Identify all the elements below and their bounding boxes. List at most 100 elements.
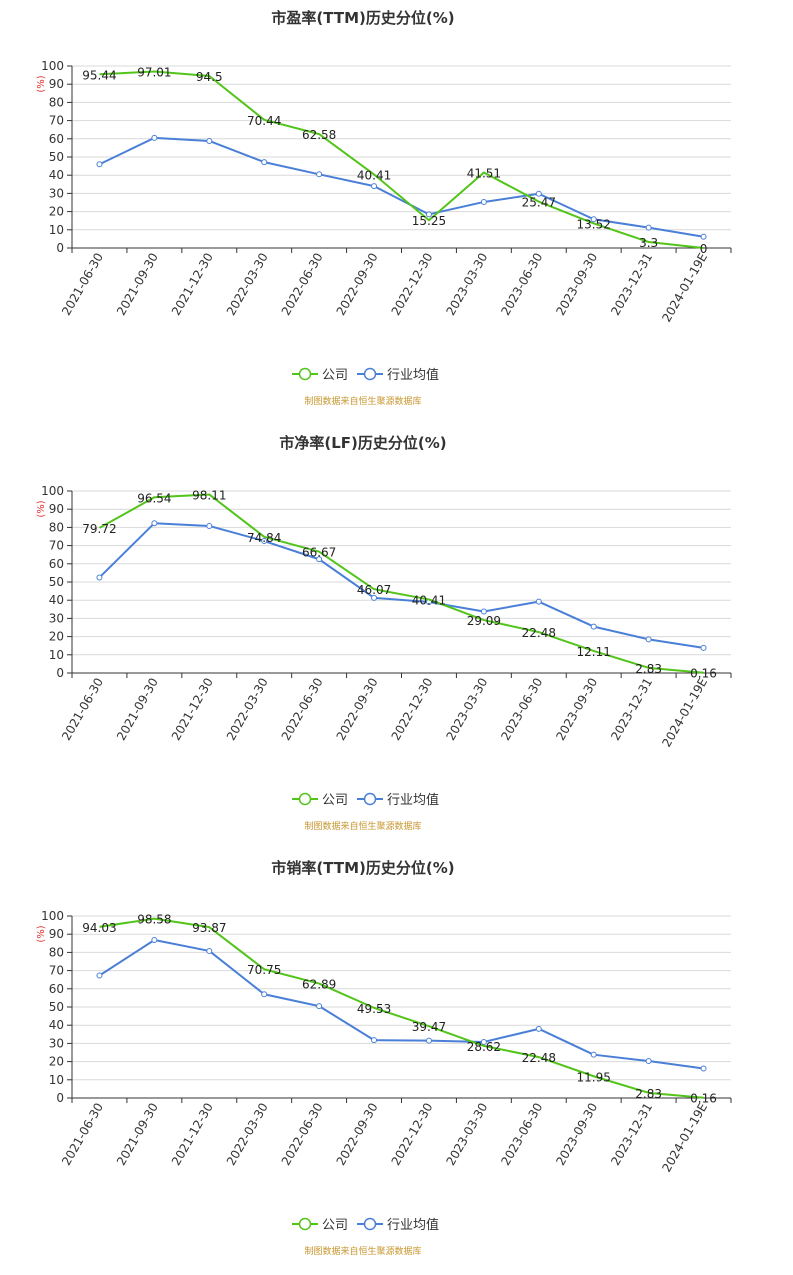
x-tick-label: 2022-12-30: [389, 1101, 436, 1168]
industry-point: [371, 1037, 378, 1044]
legend-item-company[interactable]: 公司: [292, 792, 348, 808]
x-tick-label: 2021-09-30: [114, 1101, 161, 1168]
x-tick-label: 2022-03-30: [224, 676, 271, 743]
y-tick-label: 30: [49, 1036, 64, 1050]
legend-label-industry: 行业均值: [387, 792, 439, 808]
y-tick-label: 90: [49, 927, 64, 941]
company-data-label: 0: [700, 242, 708, 256]
industry-point: [480, 1038, 487, 1045]
legend-item-company[interactable]: 公司: [292, 1217, 348, 1233]
y-tick-label: 40: [49, 168, 64, 182]
legend-marker-company: [298, 367, 312, 381]
industry-point: [700, 644, 707, 651]
x-tick-label: 2023-09-30: [553, 251, 600, 318]
industry-point: [151, 520, 158, 527]
y-tick-label: 60: [49, 982, 64, 996]
x-tick-label: 2021-12-30: [169, 1101, 216, 1168]
company-data-label: 98.11: [192, 488, 226, 502]
company-data-label: 74.84: [247, 531, 281, 545]
legend-marker-industry: [363, 367, 377, 381]
industry-point: [151, 134, 158, 141]
industry-point: [535, 598, 542, 605]
company-series-line: [98, 493, 704, 674]
x-tick-label: 2021-06-30: [59, 251, 106, 318]
industry-point: [206, 947, 213, 954]
pe-ttm-chart: 市盈率(TTM)历史分位(%) (%) 0 10 20 30 40 50 60 70 80 90 1…: [36, 9, 732, 407]
industry-point: [535, 190, 542, 197]
industry-point: [261, 991, 268, 998]
industry-point: [96, 161, 103, 168]
legend-item-industry[interactable]: 行业均值: [357, 367, 439, 383]
company-data-label: 94.5: [196, 70, 223, 84]
company-series-line: [99, 917, 704, 1099]
y-tick-label: 80: [49, 95, 64, 109]
industry-point: [590, 216, 597, 223]
industry-point: [645, 1058, 652, 1065]
industry-point: [96, 972, 103, 979]
y-tick-label: 100: [41, 59, 64, 73]
legend: 公司 行业均值: [292, 367, 439, 383]
company-data-label: 12.11: [577, 645, 611, 659]
company-data-label: 2.83: [635, 1087, 662, 1101]
industry-point: [535, 1025, 542, 1032]
pe-ttm-chart-panel: 市盈率(TTM)历史分位(%) (%) 0 10 20 30 40 50 60 70 80 90 1…: [0, 0, 793, 425]
industry-point: [316, 171, 323, 178]
y-tick-label: 90: [49, 77, 64, 91]
company-data-label: 49.53: [357, 1002, 391, 1016]
y-tick-label: 10: [49, 223, 64, 237]
y-tick-label: 20: [49, 205, 64, 219]
y-tick-label: 70: [49, 964, 64, 978]
legend-marker-industry: [363, 1217, 377, 1231]
chart-title: 市净率(LF)历史分位(%): [279, 434, 446, 452]
y-tick-label: 40: [49, 1018, 64, 1032]
x-tick-label: 2023-03-30: [443, 251, 490, 318]
legend-item-company[interactable]: 公司: [292, 367, 348, 383]
legend-label-company: 公司: [322, 368, 348, 383]
company-data-label: 22.48: [522, 626, 556, 640]
industry-point: [645, 636, 652, 643]
x-tick-label: 2022-06-30: [279, 1101, 326, 1168]
company-data-label: 66.67: [302, 546, 336, 560]
industry-point: [480, 198, 487, 205]
x-tick-label: 2021-06-30: [59, 1101, 106, 1168]
x-tick-label: 2023-12-31: [608, 251, 655, 318]
industry-point: [425, 211, 432, 218]
y-tick-label: 70: [49, 539, 64, 553]
y-tick-label: 40: [49, 593, 64, 607]
source-note: 制图数据来自恒生聚源数据库: [304, 820, 421, 832]
x-tick-label: 2024-01-19E: [659, 676, 710, 750]
y-tick-label: 0: [56, 1091, 64, 1105]
legend-item-industry[interactable]: 行业均值: [357, 1217, 439, 1233]
company-data-label: 39.47: [412, 1020, 446, 1034]
industry-point: [151, 937, 158, 944]
industry-point: [96, 574, 103, 581]
legend-item-industry[interactable]: 行业均值: [357, 792, 439, 808]
x-tick-label: 2022-06-30: [279, 676, 326, 743]
y-tick-label: 30: [49, 186, 64, 200]
y-tick-label: 90: [49, 502, 64, 516]
y-tick-label: 20: [49, 1055, 64, 1069]
industry-point: [700, 1065, 707, 1072]
y-axis-unit-label: (%): [36, 75, 47, 92]
y-tick-label: 50: [49, 150, 64, 164]
industry-point: [590, 623, 597, 630]
y-tick-label: 100: [41, 484, 64, 498]
y-tick-label: 10: [49, 648, 64, 662]
company-data-label: 40.41: [357, 168, 391, 182]
y-tick-label: 10: [49, 1073, 64, 1087]
company-data-label: 2.83: [635, 662, 662, 676]
company-data-label: 22.48: [522, 1051, 556, 1065]
company-data-label: 41.51: [467, 166, 501, 180]
company-data-label: 94.03: [82, 921, 116, 935]
company-data-label: 97.01: [137, 65, 171, 79]
ps-ttm-chart-panel: 市销率(TTM)历史分位(%) (%) 0 10 20 30 40 50 60 70 80 90 1…: [0, 850, 793, 1275]
y-tick-label: 50: [49, 575, 64, 589]
company-data-label: 46.07: [357, 583, 391, 597]
company-data-label: 40.41: [412, 593, 446, 607]
y-tick-label: 20: [49, 630, 64, 644]
industry-point: [206, 137, 213, 144]
legend: 公司 行业均值: [292, 792, 439, 808]
x-tick-label: 2022-09-30: [334, 676, 381, 743]
plot-area: 0 10 20 30 40 50 60 70 80 90 100 2021-06-30 2021-09-…: [41, 59, 732, 324]
company-data-label: 13.52: [577, 217, 611, 231]
